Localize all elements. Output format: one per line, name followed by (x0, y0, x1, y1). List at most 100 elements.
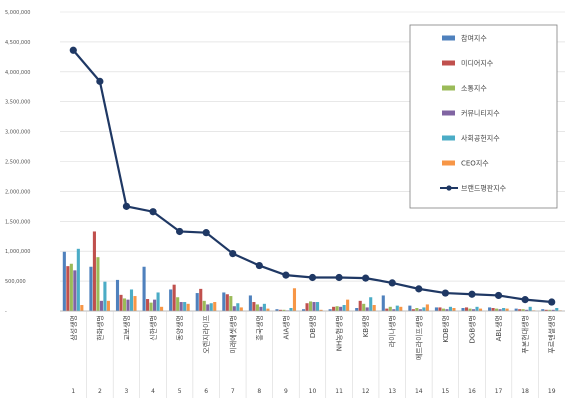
bar (195, 293, 199, 311)
bar (222, 292, 226, 311)
bar (372, 305, 376, 311)
category-number: 4 (151, 388, 155, 395)
legend-label: 브랜드평판지수 (461, 184, 507, 193)
legend-label: 커뮤니티지수 (461, 109, 500, 118)
bar (206, 304, 210, 311)
category-label: 신한생명 (149, 315, 158, 341)
category-number: 7 (231, 388, 235, 395)
bar (392, 309, 396, 311)
bar (328, 309, 332, 311)
category-number: 15 (442, 388, 450, 395)
bar (514, 308, 518, 311)
category-number: 18 (521, 388, 529, 395)
bar (149, 302, 153, 311)
bar (316, 302, 320, 311)
bar (126, 299, 130, 311)
bar (319, 309, 323, 311)
category-number: 16 (468, 388, 476, 395)
bar (452, 308, 456, 311)
bar (525, 309, 529, 311)
category-number: 8 (257, 388, 261, 395)
bar (229, 296, 233, 311)
bar (213, 302, 217, 311)
category-label: 푸본현대생명 (521, 315, 530, 354)
bar (464, 307, 469, 311)
category-label: 미래에셋생명 (228, 315, 237, 354)
y-tick-label: - (5, 309, 7, 315)
bar (422, 307, 426, 311)
bar (369, 297, 373, 311)
bar (438, 307, 442, 311)
bar (355, 308, 359, 311)
y-tick-label: 2,000,000 (5, 189, 30, 195)
bar (266, 308, 270, 311)
line-point (415, 285, 423, 293)
category-number: 19 (548, 388, 556, 395)
bar (448, 306, 452, 311)
bar (342, 305, 346, 311)
bar (551, 309, 555, 311)
category-label: 삼성생명 (69, 315, 78, 341)
bar (103, 281, 107, 311)
bar (92, 231, 96, 311)
bar (411, 309, 415, 311)
category-number: 13 (388, 388, 396, 395)
category-label: ABL생명 (494, 315, 503, 341)
bar (491, 308, 495, 311)
category-label: 흥국생명 (255, 315, 264, 341)
bar (362, 303, 366, 311)
bar (106, 300, 110, 311)
category-number: 10 (309, 388, 317, 395)
bar (395, 305, 399, 311)
bar (172, 284, 176, 311)
bar (262, 303, 266, 311)
bar (408, 305, 412, 311)
line-point (494, 291, 503, 300)
legend-label: 사회공헌지수 (461, 134, 500, 143)
bar (156, 292, 160, 311)
category-label: 오렌지라이프 (202, 314, 211, 353)
bar (312, 302, 316, 311)
line-series (69, 46, 556, 306)
bar (209, 303, 213, 311)
y-tick-label: 3,000,000 (5, 130, 30, 136)
bar (96, 257, 100, 311)
bar (236, 303, 240, 311)
y-tick-label: 3,500,000 (5, 100, 30, 106)
bar (541, 309, 545, 311)
bar (248, 295, 252, 311)
bar (445, 309, 449, 311)
bar (289, 308, 293, 311)
bar (385, 308, 389, 311)
bar (129, 289, 134, 311)
bar (259, 306, 263, 311)
line-point (202, 229, 210, 237)
line-point (149, 208, 157, 216)
bar (468, 308, 472, 311)
y-tick-label: 1,000,000 (5, 249, 30, 255)
y-axis: - 500,000 1,000,000 1,500,000 2,000,000 2,500… (5, 10, 30, 315)
legend-label: 미디어지수 (461, 59, 494, 68)
y-tick-label: 500,000 (5, 279, 26, 285)
category-number: 1 (71, 388, 75, 395)
line-point (69, 46, 77, 54)
line-point (282, 271, 290, 279)
bar (309, 301, 313, 311)
bar (199, 288, 203, 311)
category-label: 메트라이프생명 (414, 315, 423, 360)
bar (332, 306, 336, 311)
bar (278, 309, 283, 311)
category-label: 동양생명 (175, 315, 184, 341)
bar (418, 309, 422, 311)
category-number: 14 (415, 388, 423, 395)
category-label: DB생명 (308, 315, 317, 338)
bar (179, 302, 183, 311)
bar (292, 288, 297, 311)
category-label: NH농협생명 (335, 315, 344, 351)
category-label: AIA생명 (281, 315, 290, 340)
bar (365, 307, 369, 311)
bar (478, 308, 483, 311)
bar (441, 308, 445, 311)
legend-swatch (442, 85, 455, 91)
